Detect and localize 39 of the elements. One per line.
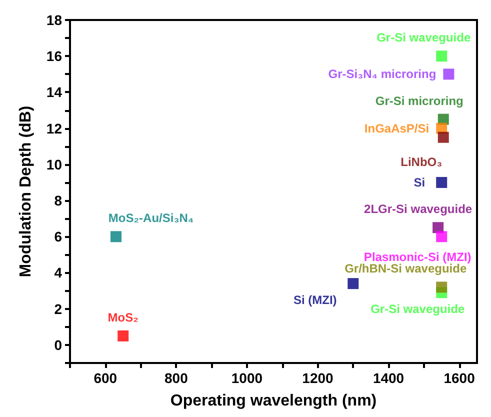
- y-tick-label: 16: [46, 48, 62, 64]
- series-label: MoS₂: [108, 310, 138, 324]
- x-axis-title: Operating wavelength (nm): [170, 392, 377, 410]
- x-tick-label: 600: [94, 370, 118, 386]
- x-tick-label: 1200: [302, 370, 334, 386]
- series-label: Plasmonic-Si (MZI): [364, 250, 472, 264]
- y-axis-title: Modulation Depth (dB): [18, 106, 34, 278]
- point: [436, 282, 448, 293]
- y-tick-label: 8: [54, 192, 62, 209]
- series-label: LiNbO₃: [400, 154, 442, 169]
- x-tick-label: 1400: [372, 370, 404, 386]
- y-tick-label: 18: [46, 12, 62, 28]
- point: [118, 330, 129, 342]
- series-label: MoS₂-Au/Si₃N₄: [108, 211, 194, 226]
- y-tick-label: 12: [46, 120, 62, 136]
- series-label: InGaAsP/Si: [364, 121, 430, 136]
- series-label: Si: [414, 175, 426, 190]
- series-label: Gr-Si microring: [375, 94, 464, 108]
- x-tick-label: 1600: [444, 370, 476, 386]
- point: [436, 231, 448, 242]
- series-label: 2LGr-Si waveguide: [364, 202, 472, 216]
- point: [110, 231, 122, 242]
- series-label: Gr-Si waveguide: [370, 302, 465, 316]
- series-label: Gr-Si waveguide: [376, 30, 471, 45]
- point: [436, 50, 448, 62]
- x-tick-label: 1000: [231, 370, 263, 386]
- y-tick-label: 2: [54, 300, 62, 317]
- series-label: Si (MZI): [293, 293, 337, 308]
- y-tick-label: 14: [46, 84, 62, 100]
- point: [348, 278, 359, 290]
- x-tick-label: 800: [164, 370, 188, 386]
- y-tick-label: 6: [54, 228, 62, 245]
- y-tick-label: 10: [46, 156, 62, 172]
- y-tick-label: 0: [54, 336, 62, 353]
- series-label: Gr-Si₃N₄ microring: [328, 67, 436, 82]
- point: [443, 68, 454, 80]
- y-tick-label: 4: [54, 264, 62, 281]
- point: [436, 176, 448, 188]
- point: [438, 132, 449, 143]
